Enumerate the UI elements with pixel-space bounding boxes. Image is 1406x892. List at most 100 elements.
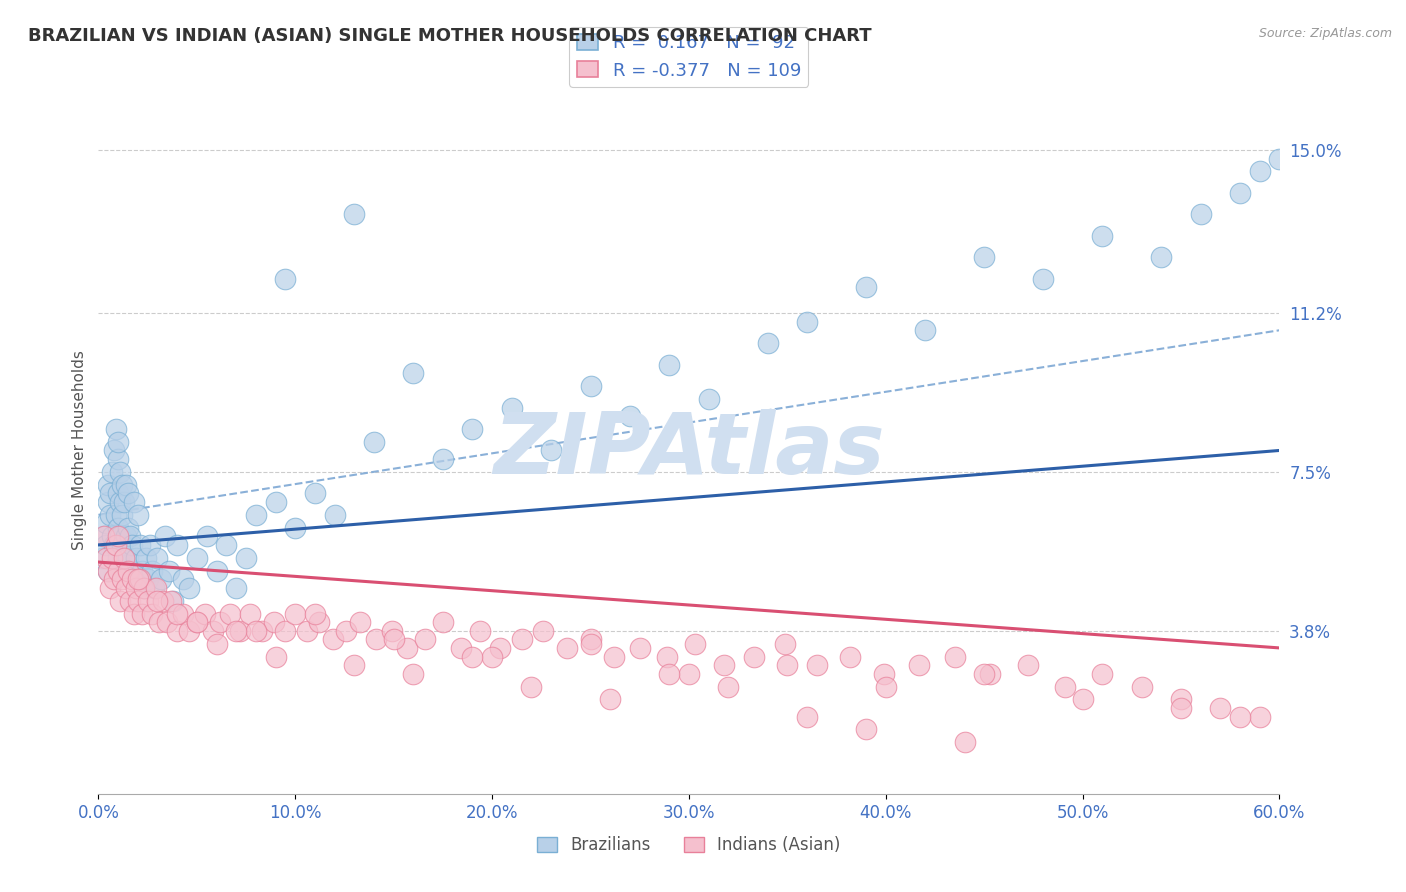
Point [148,615,170,630]
Point [796,315,818,329]
Point [1229,709,1251,723]
Point [245,508,267,522]
Point [806,658,828,673]
Point [1189,207,1212,221]
Point [396,640,419,655]
Point [1229,186,1251,200]
Point [107,550,129,565]
Point [599,692,621,706]
Point [107,486,129,500]
Point [979,666,1001,681]
Point [209,615,232,630]
Point [229,624,252,638]
Point [540,443,562,458]
Point [756,336,779,351]
Point [112,550,135,565]
Point [461,649,484,664]
Point [157,564,180,578]
Point [172,607,194,621]
Point [108,529,131,543]
Point [1091,228,1114,243]
Point [166,538,188,552]
Point [308,615,330,630]
Point [111,508,134,522]
Point [131,607,153,621]
Point [117,564,139,578]
Point [489,640,512,655]
Point [135,550,157,565]
Point [284,607,307,621]
Point [225,624,247,638]
Point [98,581,121,595]
Legend: Brazilians, Indians (Asian): Brazilians, Indians (Asian) [530,830,848,861]
Point [1150,250,1173,264]
Point [1130,680,1153,694]
Point [97,478,120,492]
Point [108,495,131,509]
Point [678,666,700,681]
Point [658,666,681,681]
Point [111,538,134,552]
Point [603,649,626,664]
Point [304,607,326,621]
Point [1170,692,1192,706]
Point [264,649,287,664]
Point [166,607,188,621]
Point [973,250,995,264]
Point [118,564,141,578]
Point [855,723,877,737]
Point [117,486,139,500]
Point [470,624,492,638]
Point [501,401,523,415]
Point [510,632,533,647]
Point [122,607,145,621]
Point [683,637,706,651]
Point [105,508,128,522]
Point [717,680,740,694]
Point [973,666,995,681]
Point [97,564,120,578]
Point [136,593,159,607]
Point [908,658,931,673]
Point [127,508,149,522]
Point [93,529,115,543]
Point [481,649,503,664]
Point [322,632,344,647]
Point [263,615,285,630]
Point [101,465,124,479]
Point [125,550,148,565]
Point [274,271,297,285]
Point [205,637,228,651]
Point [127,572,149,586]
Point [363,434,385,449]
Point [195,529,218,543]
Point [855,280,877,294]
Point [146,593,169,607]
Point [177,581,200,595]
Point [1268,152,1291,166]
Point [107,434,129,449]
Point [323,508,346,522]
Point [101,550,124,565]
Point [432,452,454,467]
Point [742,649,765,664]
Point [658,358,681,372]
Point [96,550,118,565]
Point [531,624,554,638]
Point [402,666,425,681]
Point [1071,692,1094,706]
Point [97,564,120,578]
Point [136,572,159,586]
Point [304,486,326,500]
Point [219,607,242,621]
Point [127,593,149,607]
Point [697,392,720,406]
Point [264,495,287,509]
Point [91,550,114,565]
Point [579,637,602,651]
Point [713,658,735,673]
Point [1249,164,1271,178]
Point [776,658,799,673]
Point [796,709,818,723]
Point [205,564,228,578]
